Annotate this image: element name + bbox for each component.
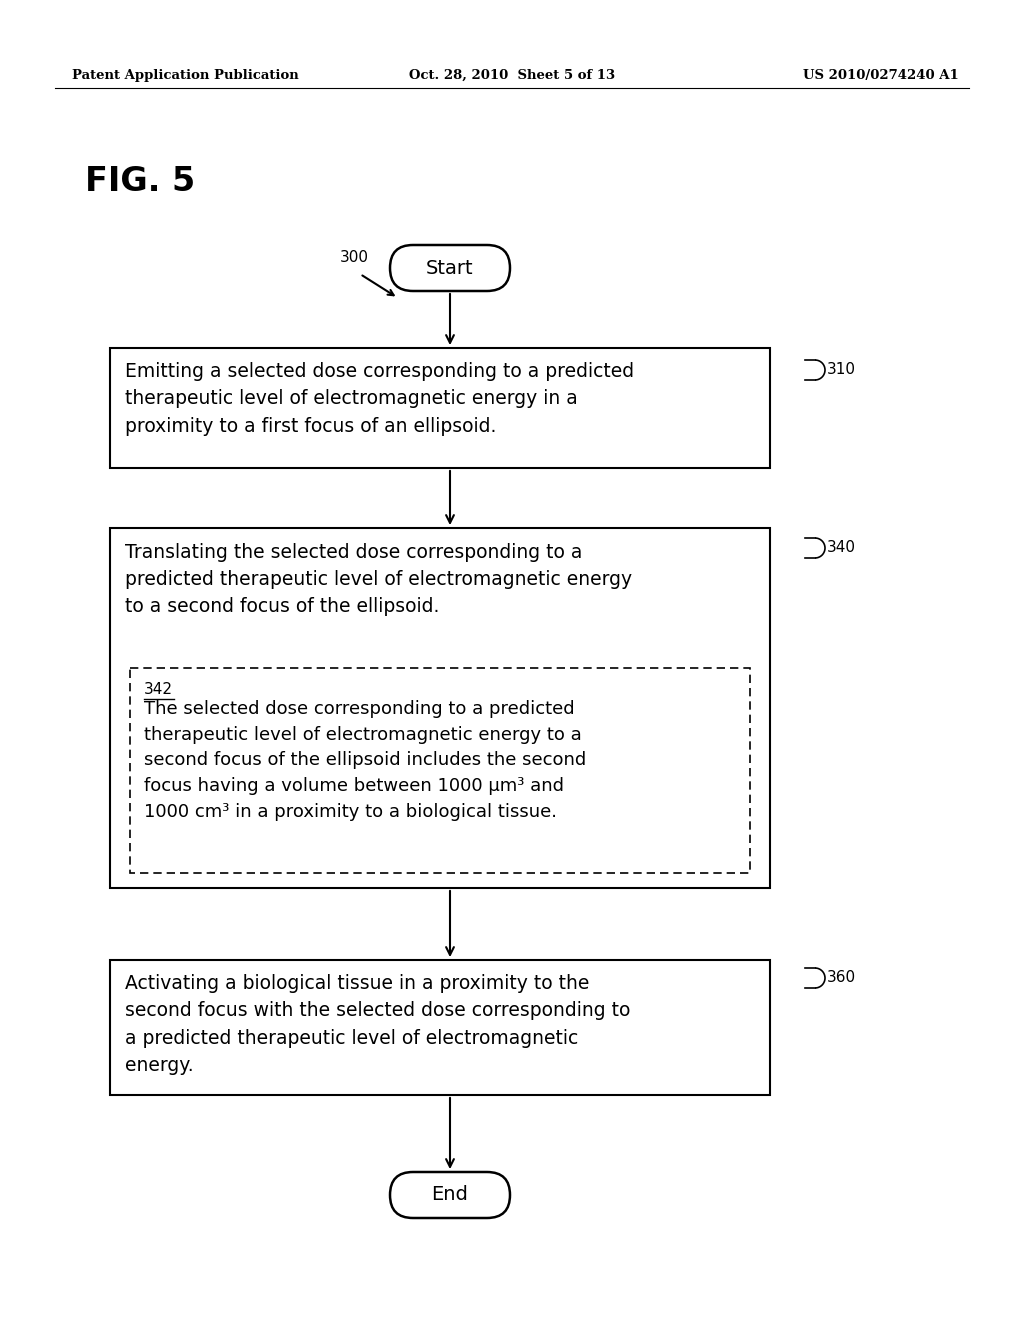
Text: Oct. 28, 2010  Sheet 5 of 13: Oct. 28, 2010 Sheet 5 of 13: [409, 69, 615, 82]
Text: 342: 342: [144, 682, 173, 697]
Bar: [110, 348, 770, 469]
Text: 310: 310: [827, 363, 856, 378]
Bar: [110, 960, 770, 1096]
Text: 340: 340: [827, 540, 856, 556]
Text: Translating the selected dose corresponding to a
predicted therapeutic level of : Translating the selected dose correspond…: [125, 543, 632, 616]
Text: End: End: [431, 1185, 468, 1204]
Text: Activating a biological tissue in a proximity to the
second focus with the selec: Activating a biological tissue in a prox…: [125, 974, 631, 1074]
Bar: [130, 668, 750, 873]
FancyBboxPatch shape: [390, 1172, 510, 1218]
Text: US 2010/0274240 A1: US 2010/0274240 A1: [803, 69, 959, 82]
Text: FIG. 5: FIG. 5: [85, 165, 196, 198]
Text: Emitting a selected dose corresponding to a predicted
therapeutic level of elect: Emitting a selected dose corresponding t…: [125, 362, 634, 436]
Text: The selected dose corresponding to a predicted
therapeutic level of electromagne: The selected dose corresponding to a pre…: [144, 700, 587, 821]
Text: 360: 360: [827, 970, 856, 986]
Bar: [110, 528, 770, 888]
FancyBboxPatch shape: [390, 246, 510, 290]
Text: Patent Application Publication: Patent Application Publication: [72, 69, 299, 82]
Text: 300: 300: [340, 249, 369, 265]
Text: Start: Start: [426, 259, 474, 277]
